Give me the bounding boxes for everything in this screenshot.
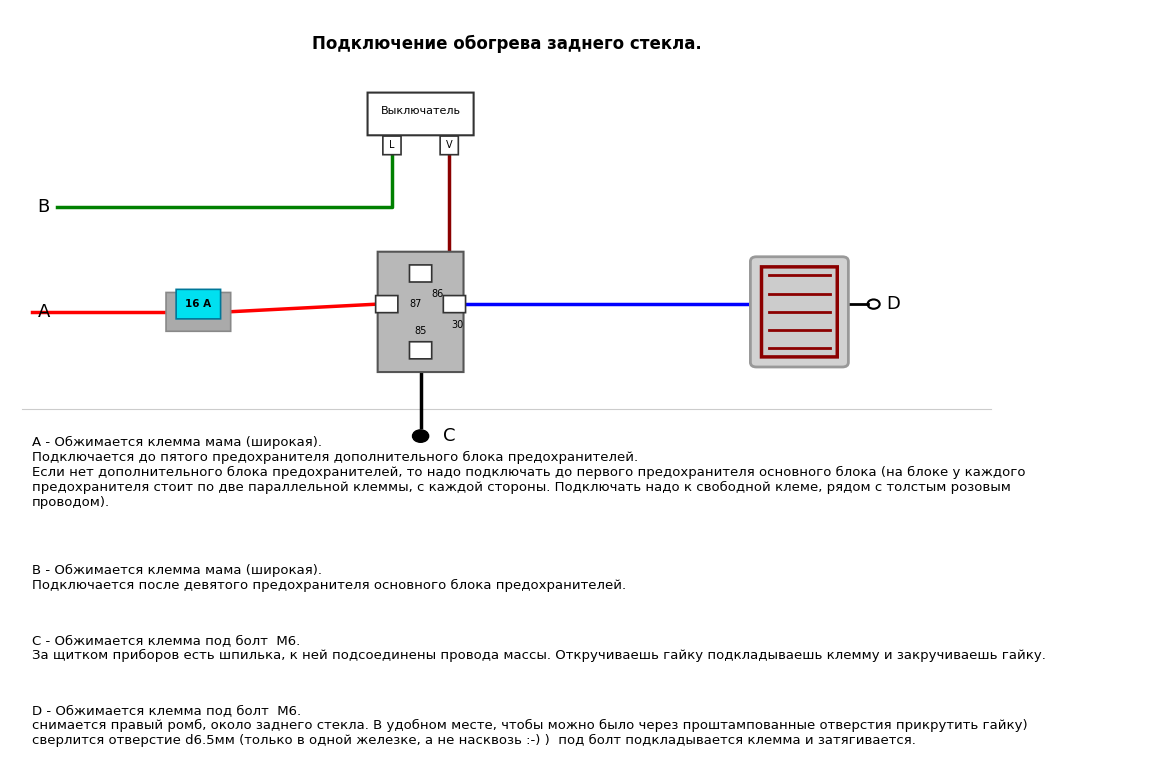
Text: B: B <box>38 198 50 216</box>
FancyBboxPatch shape <box>410 265 432 282</box>
Text: D - Обжимается клемма под болт  М6.
снимается правый ромб, около заднего стекла.: D - Обжимается клемма под болт М6. снима… <box>31 704 1027 747</box>
Text: С - Обжимается клемма под болт  М6.
За щитком приборов есть шпилька, к ней подсо: С - Обжимается клемма под болт М6. За щи… <box>31 634 1046 662</box>
Circle shape <box>413 430 429 442</box>
FancyBboxPatch shape <box>761 267 838 357</box>
FancyBboxPatch shape <box>410 342 432 359</box>
Text: V: V <box>445 140 452 150</box>
Text: 30: 30 <box>451 319 464 330</box>
FancyBboxPatch shape <box>167 292 230 331</box>
Text: L: L <box>389 140 395 150</box>
Text: Подключение обогрева заднего стекла.: Подключение обогрева заднего стекла. <box>311 35 701 53</box>
Text: 16 A: 16 A <box>185 299 212 309</box>
Text: 87: 87 <box>408 299 421 309</box>
FancyBboxPatch shape <box>443 295 465 312</box>
Text: А - Обжимается клемма мама (широкая).
Подключается до пятого предохранителя допо: А - Обжимается клемма мама (широкая). По… <box>31 436 1025 509</box>
Text: Выключатель: Выключатель <box>381 106 460 116</box>
Text: 85: 85 <box>414 326 427 337</box>
Text: D: D <box>886 295 900 313</box>
FancyBboxPatch shape <box>176 289 221 319</box>
FancyBboxPatch shape <box>376 295 398 312</box>
FancyBboxPatch shape <box>377 252 464 372</box>
Text: C: C <box>443 427 456 445</box>
FancyBboxPatch shape <box>383 136 401 155</box>
Text: 86: 86 <box>432 289 444 299</box>
Text: A: A <box>38 303 50 321</box>
FancyBboxPatch shape <box>440 136 458 155</box>
FancyBboxPatch shape <box>368 93 473 136</box>
FancyBboxPatch shape <box>751 257 848 367</box>
Text: В - Обжимается клемма мама (широкая).
Подключается после девятого предохранителя: В - Обжимается клемма мама (широкая). По… <box>31 564 626 592</box>
